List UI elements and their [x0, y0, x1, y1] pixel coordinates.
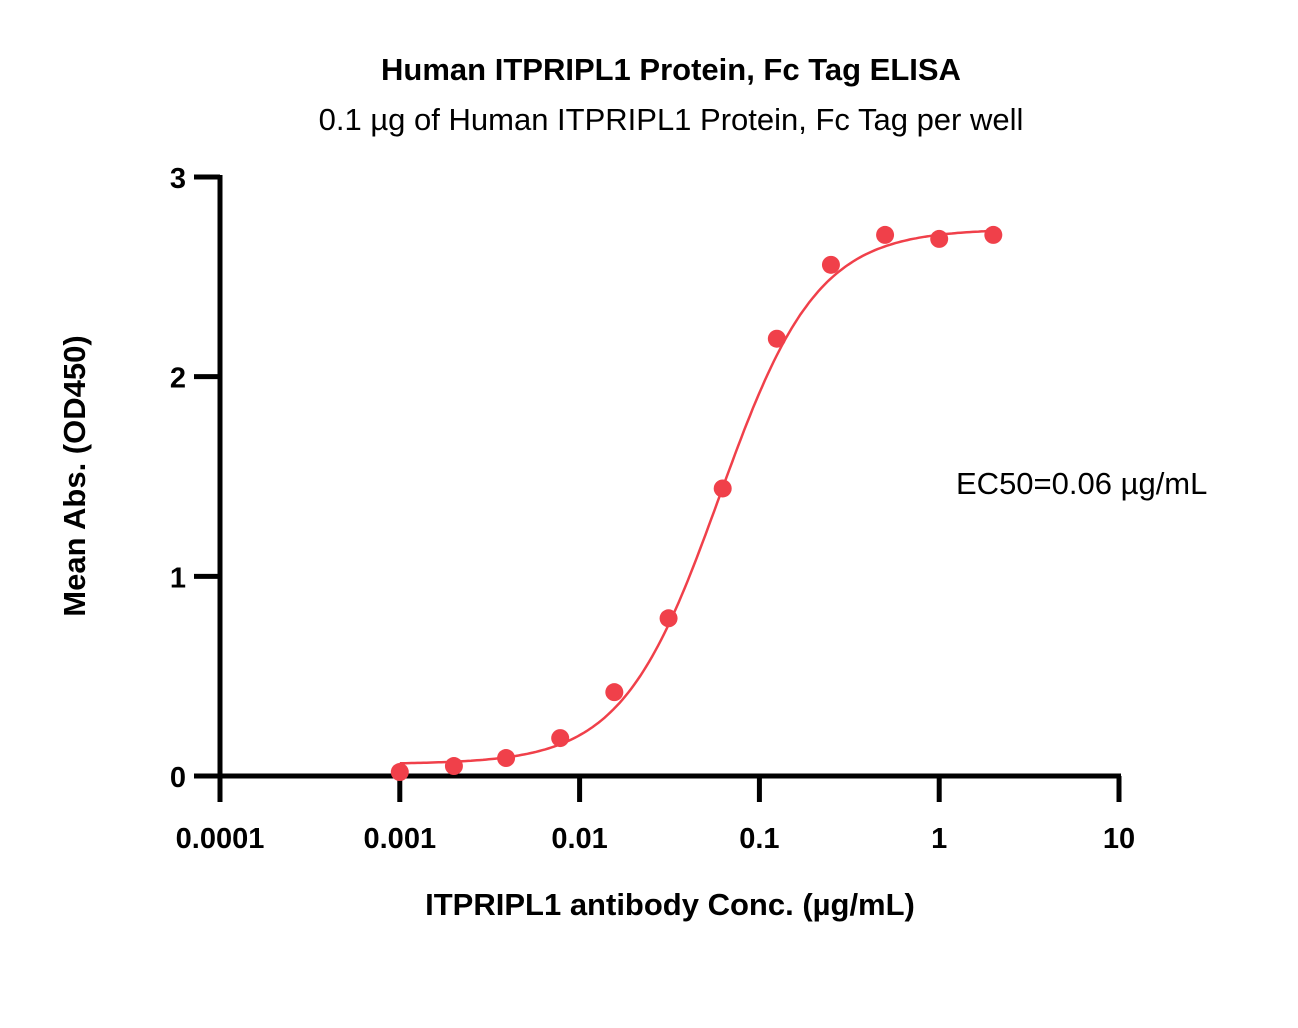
x-axis-label: ITPRIPL1 antibody Conc. (µg/mL): [425, 887, 915, 922]
chart-subtitle: 0.1 µg of Human ITPRIPL1 Protein, Fc Tag…: [319, 102, 1024, 137]
data-point: [930, 229, 949, 248]
x-tick-label: 1: [931, 823, 947, 855]
data-point: [984, 225, 1003, 244]
data-point: [444, 757, 463, 776]
data-point: [713, 479, 732, 498]
data-point: [821, 255, 840, 274]
data-point: [390, 763, 409, 782]
x-tick-label: 10: [1103, 823, 1135, 855]
y-tick-label: 1: [170, 562, 186, 594]
x-tick-label: 0.0001: [176, 823, 265, 855]
data-point: [605, 683, 624, 702]
x-tick-label: 0.1: [739, 823, 779, 855]
fit-curve: [399, 229, 994, 765]
x-tick-label: 0.001: [364, 823, 437, 855]
x-tick-label: 0.01: [551, 823, 607, 855]
y-tick-label: 3: [170, 163, 186, 195]
data-point: [551, 729, 570, 748]
data-point: [876, 225, 895, 244]
ec50-annotation: EC50=0.06 µg/mL: [956, 466, 1207, 501]
data-point: [659, 609, 678, 628]
y-tick-label: 2: [170, 363, 186, 395]
y-axis-label: Mean Abs. (OD450): [57, 335, 92, 616]
data-point: [767, 329, 786, 348]
data-point: [497, 749, 516, 768]
y-tick-label: 0: [170, 762, 186, 794]
chart-title: Human ITPRIPL1 Protein, Fc Tag ELISA: [381, 52, 961, 87]
